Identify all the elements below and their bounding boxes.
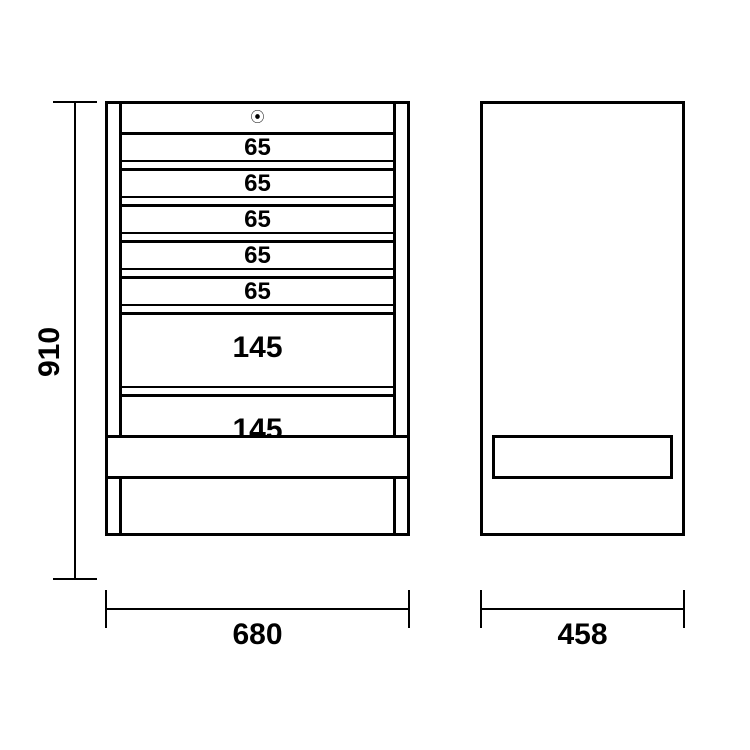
drawer-2: 65: [119, 171, 396, 207]
front-base-plinth: [105, 435, 410, 479]
drawer-handle-icon: [119, 268, 396, 276]
drawer-2-height-label: 65: [119, 170, 396, 198]
drawer-1: 65: [119, 135, 396, 171]
drawer-5: 65: [119, 279, 396, 315]
height-dimension-label: 910: [33, 317, 67, 377]
drawer-handle-icon: [119, 304, 396, 312]
drawer-handle-icon: [119, 196, 396, 204]
drawer-handle-icon: [119, 160, 396, 168]
depth-dimension-line: [480, 608, 685, 610]
drawer-5-height-label: 65: [119, 278, 396, 306]
drawer-3-height-label: 65: [119, 206, 396, 234]
height-dimension-line: [74, 101, 76, 580]
depth-dimension-label: 458: [480, 618, 685, 652]
technical-drawing: ⦿ 65 65 65 65 65 145: [0, 0, 750, 750]
drawer-6-height-label: 145: [119, 331, 396, 365]
drawer-3: 65: [119, 207, 396, 243]
width-dimension-label: 680: [105, 618, 410, 652]
drawer-1-height-label: 65: [119, 134, 396, 162]
drawer-4-height-label: 65: [119, 242, 396, 270]
side-base-plinth: [492, 435, 673, 479]
drawer-handle-icon: [119, 232, 396, 240]
width-dimension-line: [105, 608, 410, 610]
drawer-handle-icon: [119, 386, 396, 394]
drawer-6: 145: [119, 315, 396, 397]
lock-icon: ⦿: [251, 110, 265, 124]
front-top-cap: ⦿: [119, 101, 396, 135]
drawer-4: 65: [119, 243, 396, 279]
